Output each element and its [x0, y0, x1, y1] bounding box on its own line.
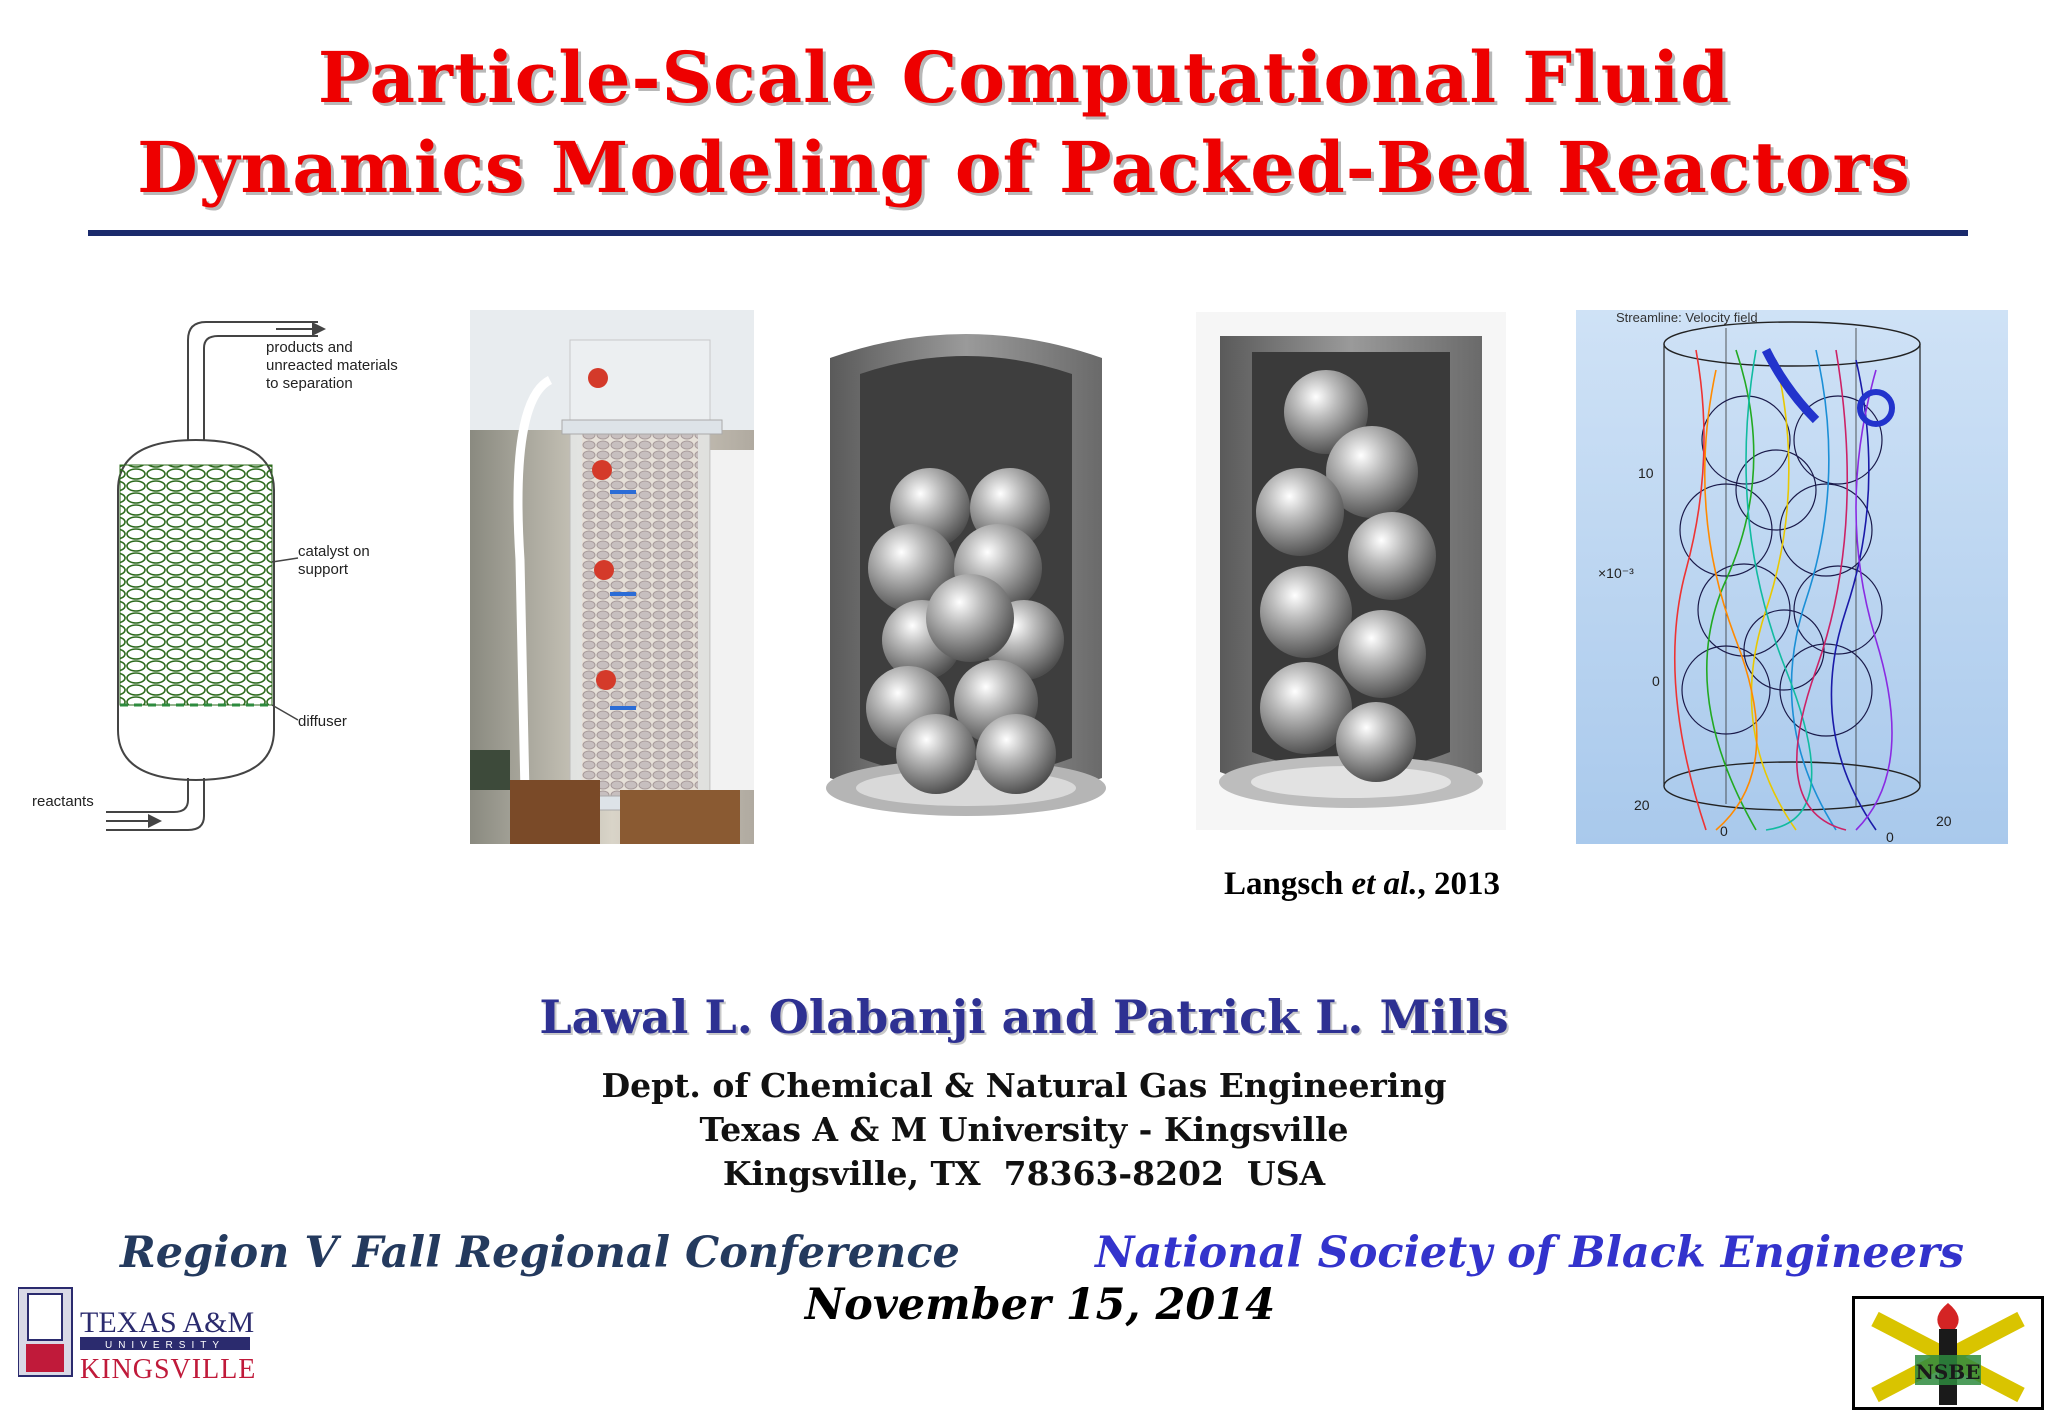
label-reactants: reactants: [32, 793, 94, 810]
citation-author: Langsch: [1224, 866, 1344, 902]
citation-etal: et al.: [1351, 866, 1418, 902]
label-catalyst-1: catalyst on: [298, 543, 370, 560]
tick-10: 10: [1638, 465, 1654, 481]
affiliation-address: Kingsville, TX 78363-8202 USA: [722, 1154, 1326, 1193]
nsbe-torch-icon: NSBE: [1871, 1303, 2025, 1405]
title-line-1: Particle-Scale Computational Fluid: [317, 36, 1731, 119]
tamuk-line-2: UNIVERSITY: [105, 1340, 225, 1351]
conference-name: Region V Fall Regional Conference: [120, 1228, 960, 1278]
nsbe-letters: NSBE: [1916, 1360, 1981, 1384]
affiliation-dept: Dept. of Chemical & Natural Gas Engineer…: [601, 1066, 1447, 1105]
label-products-2: unreacted materials: [266, 357, 398, 374]
conference-date: November 15, 2014: [804, 1280, 1276, 1330]
tick-0-right: 0: [1886, 829, 1894, 844]
cfd-packing-model-1: [826, 334, 1106, 816]
label-catalyst-2: support: [298, 561, 349, 578]
figure-citation: Langsch et al., 2013: [1224, 866, 1500, 903]
title-line-2: Dynamics Modeling of Packed-Bed Reactors: [137, 126, 1911, 209]
tick-20-left: 20: [1634, 797, 1650, 813]
nsbe-logo: NSBE: [1852, 1296, 2044, 1410]
organization-name: National Society of Black Engineers: [1095, 1228, 1964, 1278]
title-divider: [88, 230, 1968, 236]
authors: Lawal L. Olabanji and Patrick L. Mills: [539, 990, 1509, 1044]
label-diffuser: diffuser: [298, 713, 347, 730]
tick-0-bottom: 0: [1720, 823, 1728, 839]
affiliation-university: Texas A & M University - Kingsville: [699, 1110, 1349, 1149]
tamuk-line-1: TEXAS A&M: [80, 1306, 254, 1339]
cfd-packing-model-2: [1196, 312, 1506, 830]
tick-20-right: 20: [1936, 813, 1952, 829]
citation-year: , 2013: [1417, 866, 1500, 902]
packed-bed-reactor-diagram: products and unreacted materials to sepa…: [32, 321, 398, 831]
label-products-1: products and: [266, 339, 353, 356]
tick-0: 0: [1652, 673, 1660, 689]
tamuk-line-3: KINGSVILLE: [80, 1354, 256, 1382]
tick-exponent: ×10⁻³: [1598, 565, 1634, 581]
tamuk-seal-icon: TEXAS A&M UNIVERSITY KINGSVILLE: [17, 1287, 256, 1385]
streamline-title: Streamline: Velocity field: [1616, 310, 1758, 325]
packed-column-photo: [470, 310, 754, 844]
streamline-velocity-plot: Streamline: Velocity field 10 ×10⁻³ 0 20…: [1576, 310, 2008, 844]
label-products-3: to separation: [266, 375, 353, 392]
tamuk-logo: TEXAS A&M UNIVERSITY KINGSVILLE: [17, 1282, 258, 1385]
